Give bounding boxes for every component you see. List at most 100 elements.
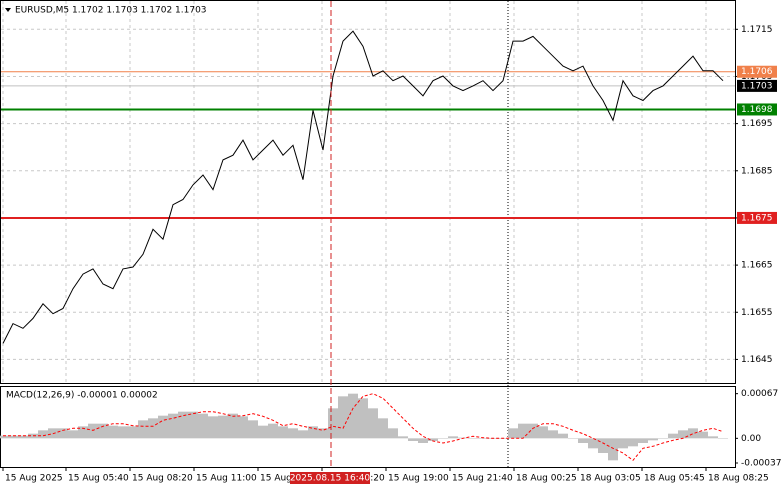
macd-bar (688, 428, 698, 439)
level-tag (737, 211, 777, 224)
macd-bar (568, 438, 578, 439)
y-tick-label: 1.1665 (741, 261, 773, 271)
price-tag (737, 79, 777, 92)
x-tick-label: 15 Aug 05:40 (68, 474, 129, 484)
macd-bar (538, 426, 548, 439)
macd-bar (508, 428, 518, 439)
x-tick-label: 15 Aug 2025 (5, 474, 63, 484)
macd-bar (598, 438, 608, 453)
macd-bar (98, 423, 108, 439)
macd-bar (428, 438, 438, 441)
level-tag-label: 1.1706 (741, 67, 773, 77)
macd-bar (718, 438, 728, 439)
macd-bar (68, 430, 78, 439)
macd-bar (698, 431, 708, 439)
price-frame (0, 0, 736, 384)
macd-bar (128, 426, 138, 439)
macd-bar (438, 438, 448, 439)
y-tick-label: 1.1655 (741, 308, 773, 318)
macd-bar (578, 438, 588, 443)
macd-bar (678, 430, 688, 439)
y-tick-label: 0.00 (741, 434, 761, 444)
macd-bar (468, 438, 478, 439)
x-tick-label: 18 Aug 03:05 (580, 474, 641, 484)
macd-bar (218, 415, 228, 439)
level-tag-label: 1.1698 (741, 105, 773, 115)
x-tick-label: 15 Aug 08:20 (132, 474, 193, 484)
x-tick-label: 18 Aug 05:45 (644, 474, 705, 484)
macd-bar (108, 425, 118, 439)
macd-bar (418, 438, 428, 443)
macd-bar (368, 408, 378, 439)
macd-bar (238, 416, 248, 439)
macd-bar (708, 436, 718, 439)
x-tick-label: 15 Aug 11:00 (196, 474, 257, 484)
crosshair-label: 2025.08.15 16:40 (290, 474, 371, 484)
menu-icon (5, 8, 11, 12)
macd-frame (0, 386, 736, 468)
price-line-series (2, 30, 724, 344)
macd-bar (528, 423, 538, 439)
macd-bar (8, 435, 18, 439)
macd-bar (618, 438, 628, 449)
macd-title: MACD(12,26,9) -0.00001 0.00002 (6, 391, 158, 401)
macd-bar (258, 425, 268, 439)
macd-bar (328, 408, 338, 439)
macd-bar (518, 423, 528, 439)
x-tick-label: 18 Aug 00:25 (516, 474, 577, 484)
level-tag (737, 65, 777, 78)
macd-bar (38, 430, 48, 439)
macd-bar (478, 438, 488, 439)
macd-bar (628, 438, 638, 447)
macd-bar (278, 426, 288, 439)
x-tick-label: 18 Aug 08:25 (708, 474, 769, 484)
macd-bar (198, 413, 208, 439)
macd-bar (358, 398, 368, 439)
macd-bar (268, 423, 278, 439)
macd-bar (78, 426, 88, 439)
macd-bar (408, 438, 418, 441)
macd-bar (228, 413, 238, 439)
macd-bar (668, 433, 678, 439)
x-tick-label: 15 Aug 21:40 (452, 474, 513, 484)
y-tick-label: 1.1715 (741, 25, 773, 35)
macd-bar (338, 396, 348, 439)
macd-bar (648, 438, 658, 441)
macd-signal (3, 393, 724, 461)
macd-bar (308, 426, 318, 439)
macd-bar (168, 413, 178, 439)
macd-bar (58, 428, 68, 439)
y-tick-label: 1.1645 (741, 355, 773, 365)
macd-bar (298, 430, 308, 439)
macd-bar (548, 430, 558, 439)
macd-bar (288, 428, 298, 439)
price-tag-label: 1.1703 (741, 81, 773, 91)
y-tick-label: 0.00067 (741, 389, 778, 399)
macd-bar (158, 415, 168, 439)
macd-bar (18, 435, 28, 439)
macd-bar (348, 393, 358, 439)
y-tick-label: 1.1695 (741, 119, 773, 129)
macd-bar (658, 438, 668, 439)
macd-bar (398, 436, 408, 439)
macd-bar (208, 416, 218, 439)
macd-bar (558, 433, 568, 439)
macd-bar (138, 420, 148, 439)
y-tick-label: 1.1685 (741, 166, 773, 176)
macd-bar (148, 418, 158, 439)
macd-bar (588, 438, 598, 449)
macd-bar (118, 426, 128, 439)
crosshair-label-box (290, 472, 370, 484)
macd-bar (0, 435, 8, 439)
x-tick-label: 15 Aug 19:00 (388, 474, 449, 484)
macd-bar (388, 428, 398, 439)
y-tick-label: -0.00037 (741, 459, 781, 469)
level-tag-label: 1.1675 (741, 213, 773, 223)
level-tag (737, 103, 777, 116)
macd-bar (88, 423, 98, 439)
macd-bar (248, 420, 258, 439)
macd-bar (318, 428, 328, 439)
